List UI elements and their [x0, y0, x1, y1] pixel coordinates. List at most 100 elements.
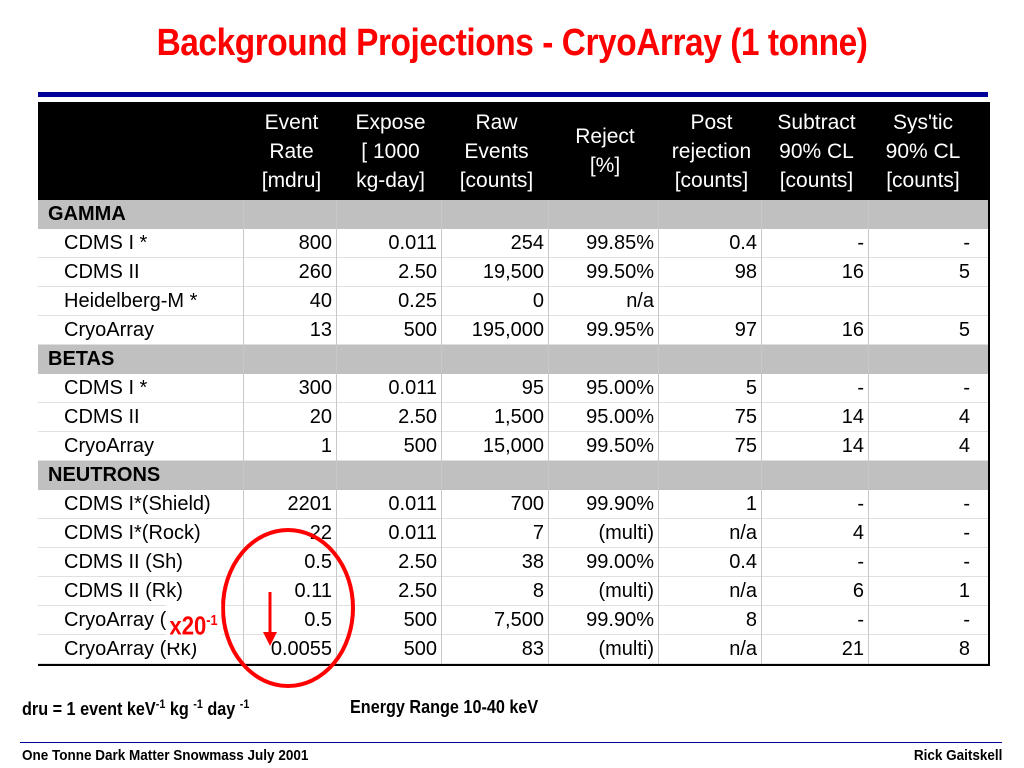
cell-raw: 254: [510, 232, 544, 254]
cell-subtract: -: [857, 493, 864, 515]
cell-raw: 195,000: [471, 319, 544, 341]
cell-reject: (multi): [598, 522, 654, 544]
cell-systic: -: [963, 609, 970, 631]
cell-systic: 5: [958, 319, 970, 341]
table-row: Heidelberg-M * 40 0.25 0 n/a: [38, 287, 988, 316]
cell-post: 97: [734, 319, 757, 341]
cell-expose: 0.011: [388, 493, 437, 515]
cell-raw: 95: [521, 377, 544, 399]
cell-reject: 99.90%: [586, 493, 654, 515]
cell-raw: 38: [521, 551, 544, 573]
column-divider: [441, 200, 442, 664]
cell-systic: -: [963, 232, 970, 254]
dru-definition: dru = 1 event keV-1 kg -1 day -1: [22, 697, 250, 719]
cell-rate: 0.11: [294, 580, 332, 602]
column-header-reject: Reject [%]: [575, 125, 635, 177]
cell-name: CryoArray (Sh): [64, 609, 198, 631]
cell-reject: (multi): [598, 638, 654, 660]
row-divider: [38, 286, 988, 287]
cell-expose: 500: [403, 609, 437, 631]
cell-reject: n/a: [626, 290, 654, 312]
cell-raw: 7,500: [493, 609, 544, 631]
cell-reject: 99.50%: [586, 435, 654, 457]
cell-systic: -: [963, 551, 970, 573]
cell-subtract: [763, 287, 864, 316]
cell-expose: 0.011: [388, 522, 437, 544]
column-divider: [336, 200, 337, 664]
column-header-systic: Sys'tic 90% CL [counts]: [885, 110, 961, 192]
row-divider: [38, 663, 988, 664]
cell-name: CDMS II (Rk): [64, 580, 183, 602]
cell-raw: 700: [510, 493, 544, 515]
table-row: CDMS II (Rk) 0.11 2.50 8 (multi) n/a 6 1: [38, 577, 988, 606]
cell-systic: 8: [958, 638, 970, 660]
section-label: NEUTRONS: [48, 464, 161, 486]
row-divider: [38, 576, 988, 577]
cell-rate: 260: [298, 261, 332, 283]
cell-systic: -: [963, 377, 970, 399]
cell-systic: -: [963, 493, 970, 515]
column-divider: [868, 200, 869, 664]
cell-post: 98: [734, 261, 757, 283]
cell-name: CDMS II: [64, 261, 140, 283]
column-header-raw: Raw Events [counts]: [459, 110, 534, 192]
row-divider: [38, 402, 988, 403]
cell-expose: 2.50: [398, 261, 437, 283]
cell-subtract: 6: [852, 580, 864, 602]
cell-reject: 99.50%: [586, 261, 654, 283]
column-divider: [761, 200, 762, 664]
cell-name: CDMS II (Sh): [64, 551, 183, 573]
cell-subtract: -: [857, 551, 864, 573]
cell-name: CDMS I*(Shield): [64, 493, 211, 515]
row-divider: [38, 344, 988, 345]
cell-expose: 2.50: [398, 551, 437, 573]
cell-reject: 95.00%: [586, 377, 654, 399]
cell-raw: 0: [532, 290, 544, 312]
cell-expose: 500: [403, 435, 437, 457]
cell-expose: 2.50: [398, 406, 437, 428]
section-neutrons: NEUTRONS: [38, 461, 988, 490]
cell-expose: 500: [403, 319, 437, 341]
cell-post: 75: [734, 435, 757, 457]
cell-subtract: 16: [841, 261, 864, 283]
cell-reject: 95.00%: [586, 406, 654, 428]
table-row: CDMS I * 800 0.011 254 99.85% 0.4 - -: [38, 229, 988, 258]
cell-expose: 500: [403, 638, 437, 660]
cell-post: 5: [745, 377, 757, 399]
cell-rate: 22: [309, 522, 332, 544]
footer-right: Rick Gaitskell: [913, 747, 1002, 764]
column-header-subtract: Subtract 90% CL [counts]: [777, 110, 856, 192]
footer-left: One Tonne Dark Matter Snowmass July 2001: [22, 747, 309, 764]
cell-post: [660, 287, 757, 316]
table-row: CryoArray 13 500 195,000 99.95% 97 16 5: [38, 316, 988, 345]
section-gamma: GAMMA: [38, 200, 988, 229]
row-divider: [38, 605, 988, 606]
cell-subtract: 14: [841, 406, 864, 428]
row-divider: [38, 634, 988, 635]
cell-raw: 8: [532, 580, 544, 602]
cell-reject: 99.00%: [586, 551, 654, 573]
cell-rate: 40: [309, 290, 332, 312]
cell-rate: 20: [309, 406, 332, 428]
cell-rate: 1: [320, 435, 332, 457]
cell-name: CDMS I*(Rock): [64, 522, 201, 544]
cell-post: 8: [745, 609, 757, 631]
cell-reject: 99.85%: [586, 232, 654, 254]
table-row: CDMS II 260 2.50 19,500 99.50% 98 16 5: [38, 258, 988, 287]
cell-subtract: 21: [841, 638, 864, 660]
cell-reject: 99.90%: [586, 609, 654, 631]
table-row: CDMS II (Sh) 0.5 2.50 38 99.00% 0.4 - -: [38, 548, 988, 577]
cell-systic: 4: [958, 435, 970, 457]
cell-name: CryoArray: [64, 319, 155, 341]
cell-name: Heidelberg-M *: [64, 290, 198, 312]
cell-post: 75: [734, 406, 757, 428]
cell-post: 0.4: [729, 551, 757, 573]
cell-rate: 0.5: [304, 609, 332, 631]
cell-subtract: -: [857, 377, 864, 399]
cell-rate: 300: [298, 377, 332, 399]
cell-subtract: 4: [852, 522, 864, 544]
row-divider: [38, 315, 988, 316]
cell-rate: 800: [298, 232, 332, 254]
cell-name: CryoArray (Rk): [64, 638, 198, 660]
table-row: CDMS II 20 2.50 1,500 95.00% 75 14 4: [38, 403, 988, 432]
